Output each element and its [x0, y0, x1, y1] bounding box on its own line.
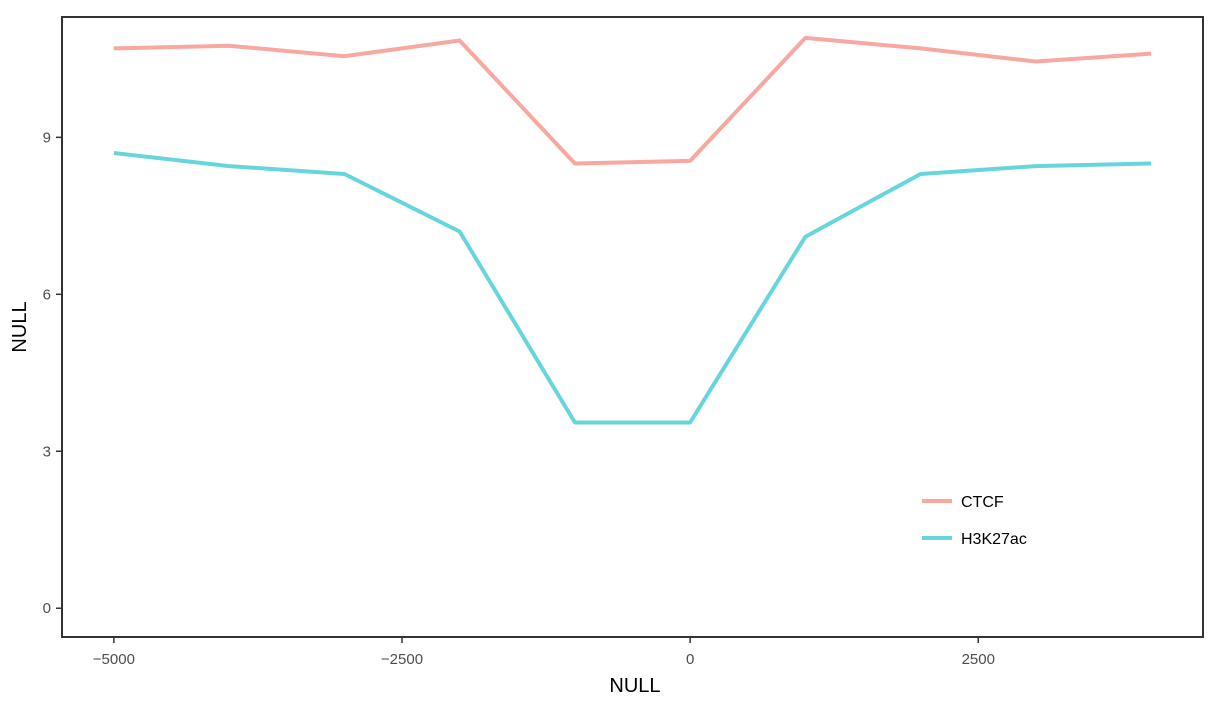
legend-label: CTCF	[961, 494, 1004, 511]
x-axis-title: NULL	[609, 675, 660, 696]
legend-label: H3K27ac	[961, 531, 1027, 548]
y-axis: 0 3 6 9	[43, 129, 62, 617]
series-line-ctcf	[113, 35, 1152, 166]
x-tick-label: 2500	[962, 651, 995, 668]
x-tick-label: −2500	[381, 651, 423, 668]
x-tick-label: −5000	[93, 651, 135, 668]
y-tick-label: 3	[43, 443, 51, 460]
x-tick-label: 0	[686, 651, 694, 668]
plot-panel	[61, 16, 1204, 638]
y-tick-label: 0	[43, 600, 51, 617]
series-layer	[113, 35, 1152, 425]
series-line-h3k27ac	[113, 151, 1152, 425]
y-tick-label: 6	[43, 286, 51, 303]
y-axis-title: NULL	[9, 301, 31, 352]
x-axis: −5000 −2500 0 2500	[93, 637, 995, 668]
legend: CTCF H3K27ac	[922, 494, 1027, 548]
y-tick-label: 9	[43, 129, 51, 146]
